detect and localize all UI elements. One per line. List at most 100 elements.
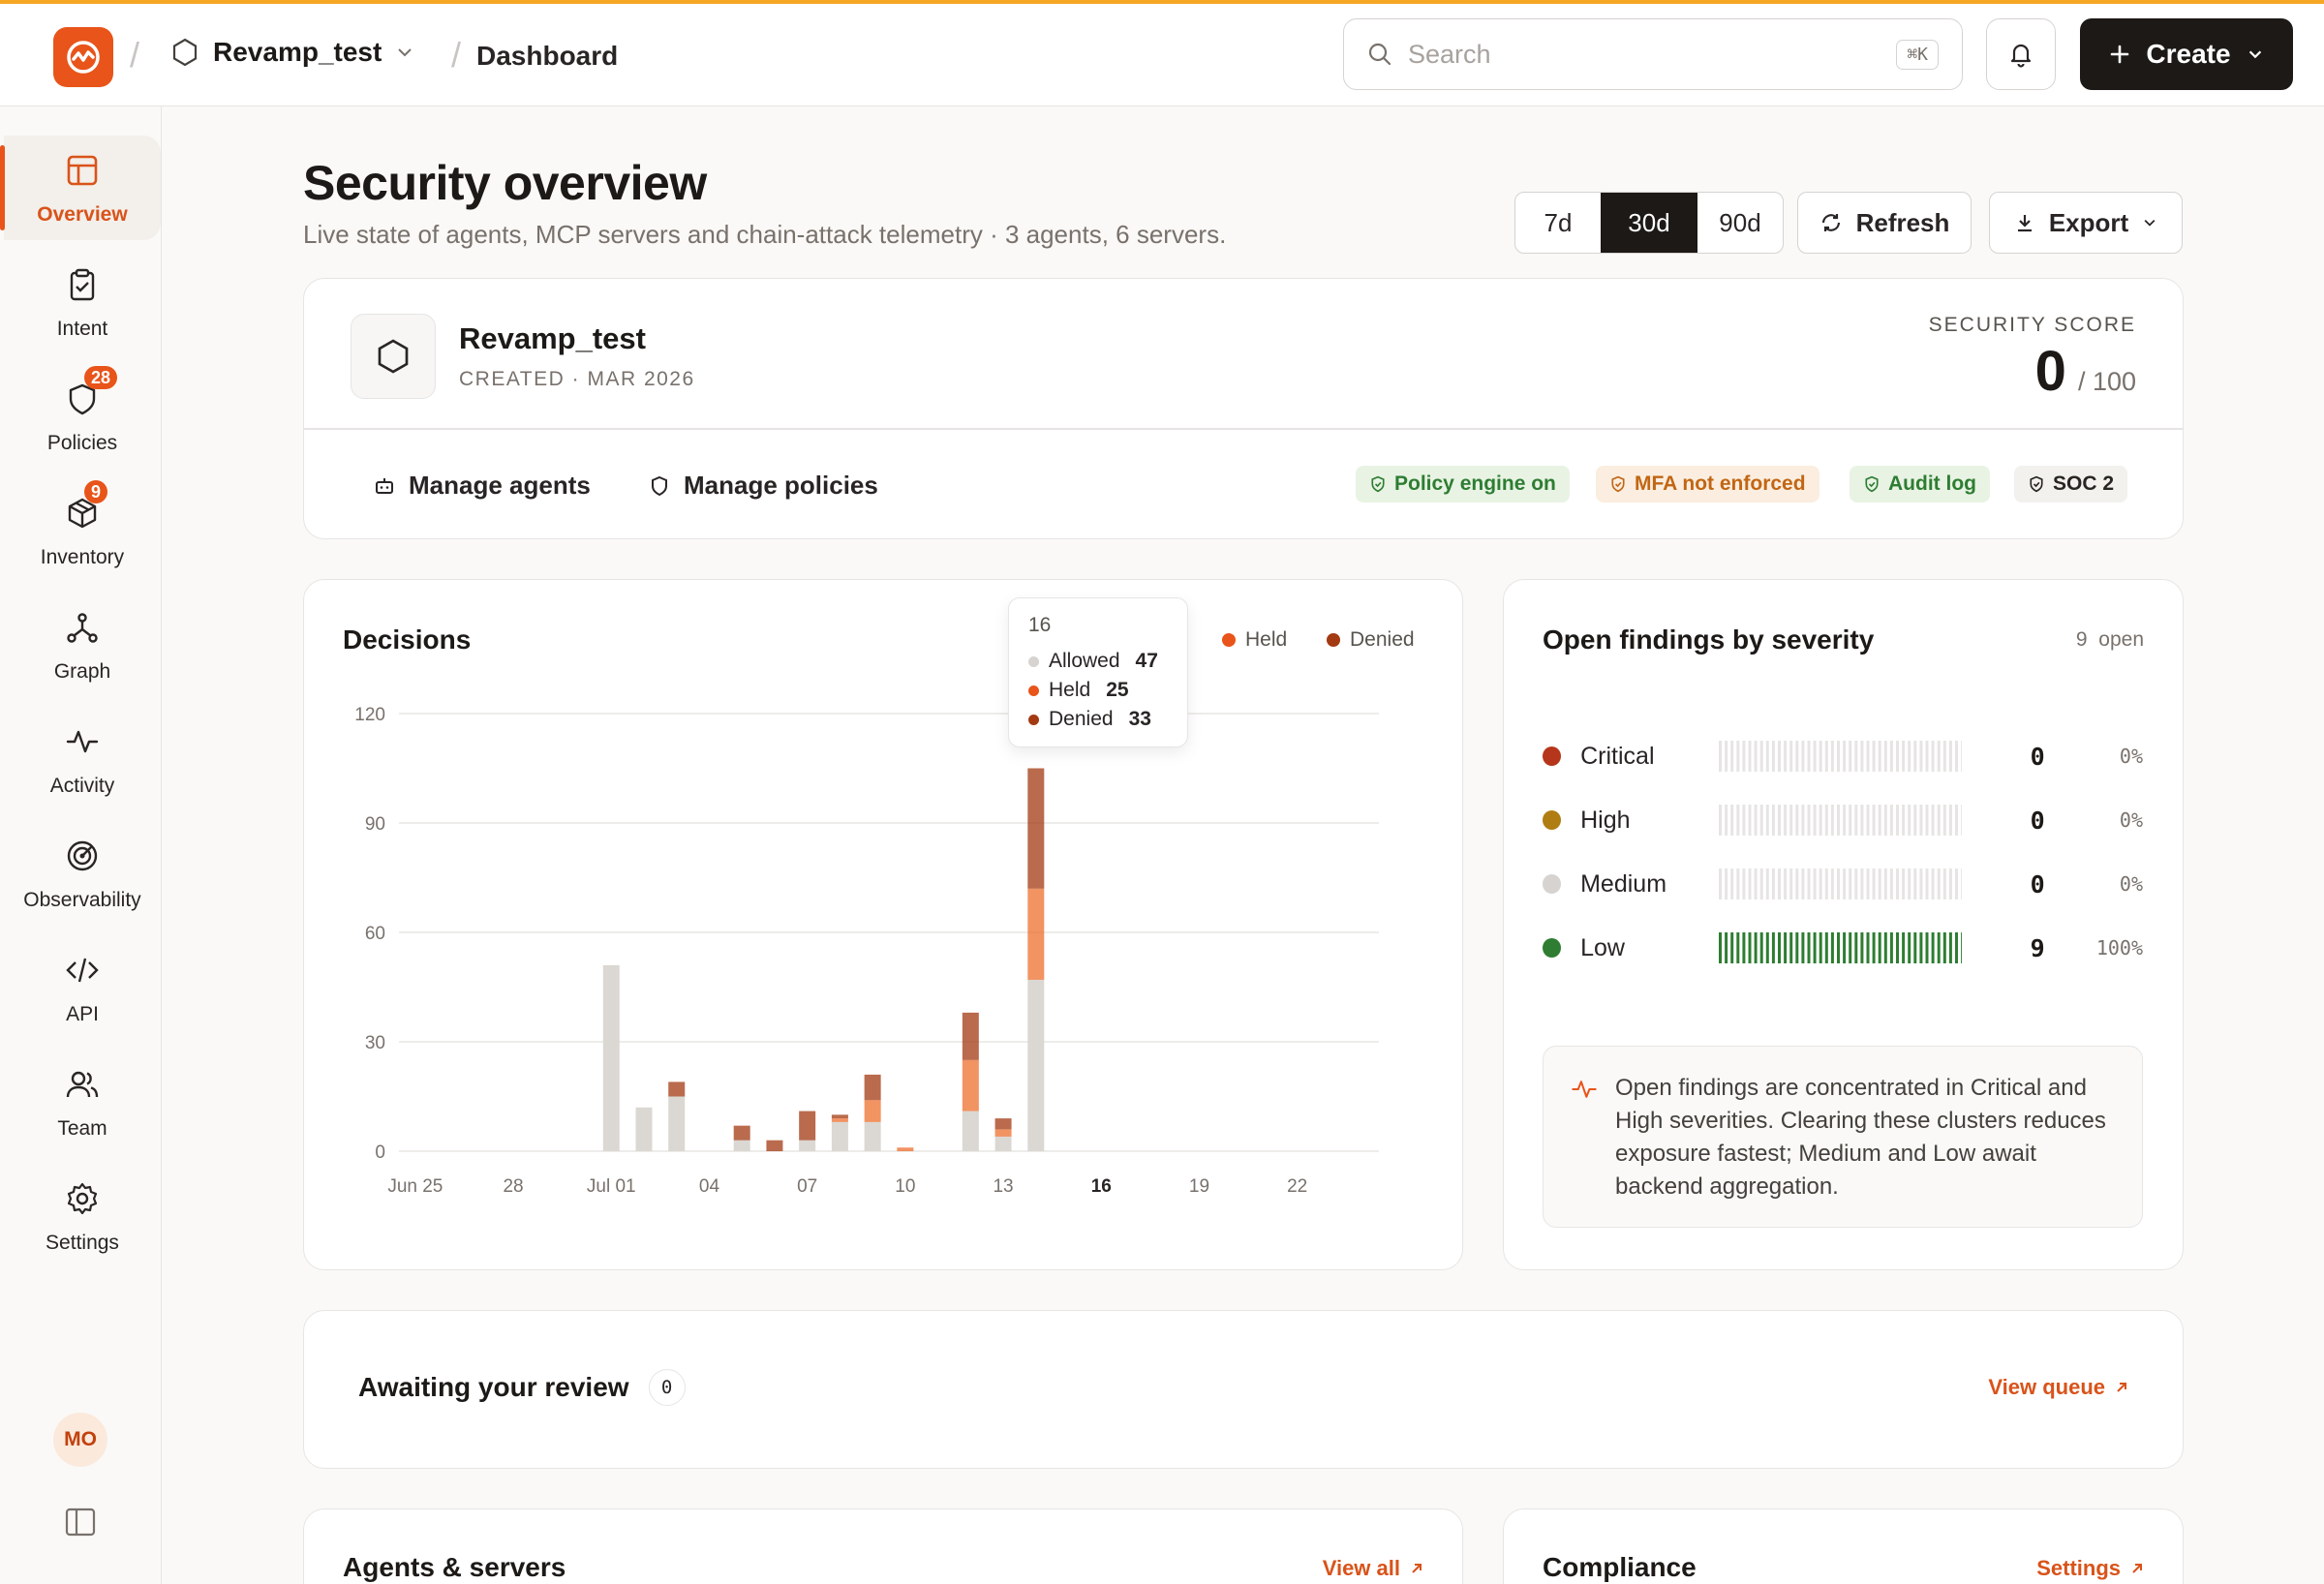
collapse-sidebar-icon[interactable] [65,1508,96,1537]
meter-tick [1873,932,1877,963]
meter-tick [1778,741,1782,772]
compliance-settings-link[interactable]: Settings [2036,1556,2144,1581]
meter-tick [1943,805,1947,836]
meter-tick [1760,868,1764,899]
refresh-button[interactable]: Refresh [1797,192,1972,254]
range-90d[interactable]: 90d [1719,207,1761,237]
meter-tick [1825,932,1829,963]
search-placeholder: Search [1408,39,1491,69]
meter-tick [1866,741,1870,772]
meter-tick [1795,741,1799,772]
meter-tick [1825,805,1829,836]
create-button[interactable]: Create [2080,18,2293,90]
meter-tick [1938,741,1942,772]
meter-tick [1784,868,1788,899]
view-queue-link[interactable]: View queue [1988,1375,2128,1400]
breadcrumb-page[interactable]: Dashboard [476,41,619,71]
sidebar-item-api[interactable]: API [4,935,161,1040]
meter-tick [1730,868,1734,899]
meter-tick [1919,805,1923,836]
range-7d[interactable]: 7d [1544,207,1573,237]
tooltip-value: 47 [1135,650,1158,672]
search-input[interactable]: Search ⌘K [1343,18,1963,90]
bar-segment [962,1059,979,1112]
sidebar-item-graph[interactable]: Graph [4,593,161,697]
avatar[interactable]: MO [53,1413,107,1467]
view-queue-label: View queue [1988,1375,2105,1399]
manage-policies-link[interactable]: Manage policies [649,471,878,501]
search-icon [1368,43,1391,66]
decisions-title: Decisions [343,624,472,655]
meter-tick [1814,805,1818,836]
meter-tick [1807,805,1811,836]
meter-tick [1854,741,1858,772]
meter-tick [1955,741,1959,772]
sidebar-item-policies[interactable]: 28 Policies [4,364,161,469]
meter-tick [1831,932,1835,963]
export-button[interactable]: Export [1989,192,2183,254]
sidebar-item-label: Intent [56,318,108,340]
meter-tick [1902,805,1906,836]
meter-tick [1908,741,1911,772]
sidebar-item-label: Policies [46,432,118,454]
sidebar-item-overview[interactable]: Overview [0,136,161,240]
bar-segment [864,1074,881,1101]
sidebar-item-settings[interactable]: Settings [4,1164,161,1268]
manage-agents-link[interactable]: Manage agents [374,471,591,501]
meter-tick [1801,805,1805,836]
meter-tick [1849,805,1852,836]
export-label: Export [2048,207,2129,237]
meter-tick [1908,805,1911,836]
legend-label: Held [1245,628,1288,651]
sidebar: Overview Intent 28 Policies 9 Inventory … [0,107,162,1584]
app-logo[interactable] [53,27,113,87]
severity-name: Critical [1580,742,1655,770]
meter-tick [1772,868,1776,899]
meter-tick [1902,868,1906,899]
meter-tick [1819,868,1823,899]
sidebar-item-observability[interactable]: Observability [4,821,161,926]
notifications-button[interactable] [1986,18,2056,90]
bar-segment [1027,768,1045,889]
severity-row-medium[interactable]: Medium 0 0% [1543,865,2143,903]
meter-tick [1789,805,1793,836]
bar-segment [831,1118,848,1122]
sidebar-item-activity[interactable]: Activity [4,707,161,811]
range-30d[interactable]: 30d [1601,193,1697,253]
tooltip-title: 16 [1028,614,1052,636]
severity-bar [1719,741,1962,772]
meter-tick [1902,932,1906,963]
meter-tick [1849,868,1852,899]
severity-row-low[interactable]: Low 9 100% [1543,929,2143,967]
project-card: Revamp_test CREATED · MAR 2026 SECURITY … [303,278,2184,539]
severity-row-critical[interactable]: Critical 0 0% [1543,737,2143,776]
mfa-badge: MFA not enforced [1596,466,1819,503]
create-label: Create [2146,39,2231,69]
meter-tick [1843,868,1847,899]
view-all-link[interactable]: View all [1323,1556,1423,1581]
severity-pct: 100% [2095,936,2143,960]
activity-icon [1572,1081,1597,1098]
meter-tick [1860,805,1864,836]
meter-tick [1873,741,1877,772]
meter-tick [1760,932,1764,963]
project-switcher[interactable]: Revamp_test [170,37,414,68]
severity-row-high[interactable]: High 0 0% [1543,801,2143,839]
security-score: 0 / 100 [2035,339,2136,404]
sidebar-item-inventory[interactable]: 9 Inventory [4,478,161,583]
download-icon [2017,215,2032,232]
decisions-chart[interactable]: 0 30 60 90 120 Jun 25 28 Jul 01 04 07 10 13 16 19 22 [333,686,1437,1229]
bar-segment [1027,979,1045,1151]
bar-segment [962,1111,979,1151]
meter-tick [1748,741,1752,772]
bot-icon [376,477,393,494]
project-title: Revamp_test [459,321,646,355]
meter-tick [1789,741,1793,772]
sidebar-item-intent[interactable]: Intent [4,250,161,354]
bell-icon [2010,44,2032,68]
sidebar-item-label: Inventory [40,546,125,568]
x-tick-label: 04 [699,1176,720,1197]
sidebar-item-team[interactable]: Team [4,1050,161,1154]
meter-tick [1860,932,1864,963]
meter-tick [1807,868,1811,899]
